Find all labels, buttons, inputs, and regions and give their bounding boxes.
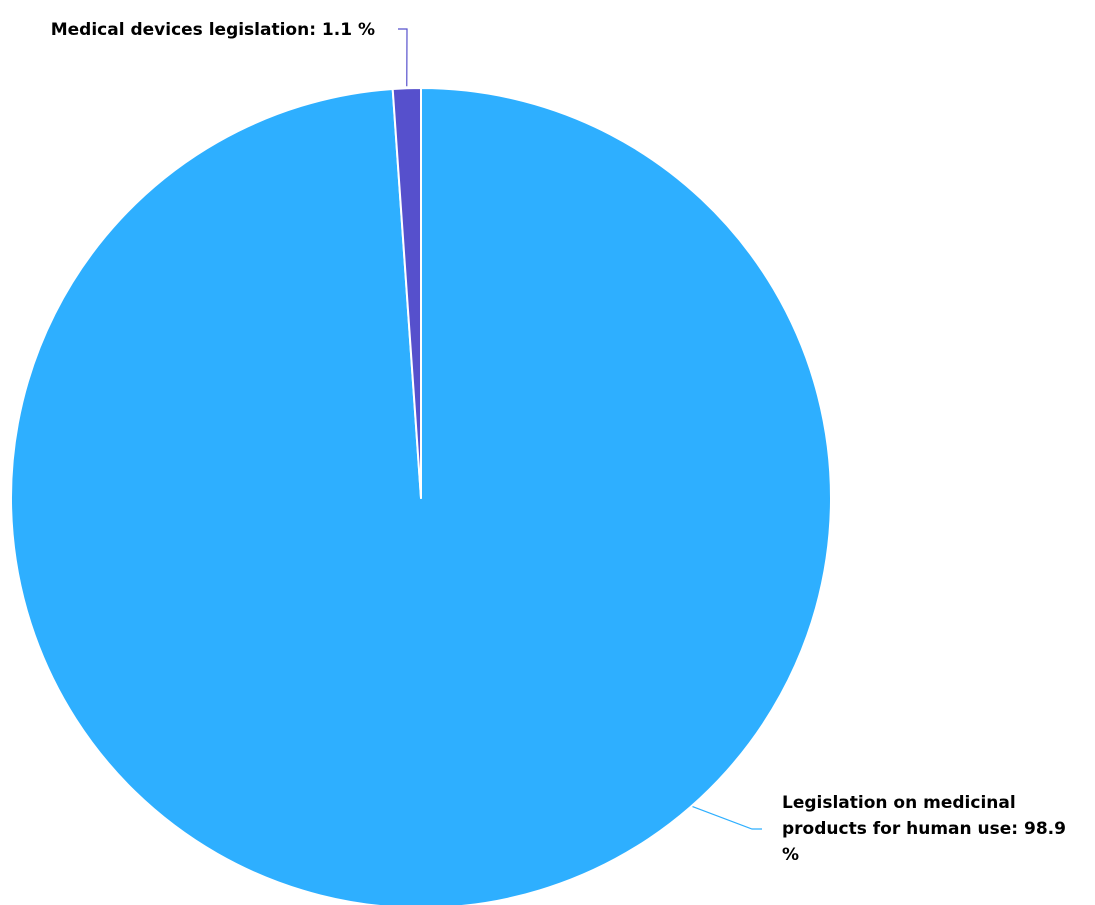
leader-line-medicinal-products [692,805,762,830]
data-label-medical-devices: Medical devices legislation: 1.1 % [51,20,375,40]
leader-line-medical-devices [398,28,408,87]
pie-slice-medical-devices [391,87,422,499]
label-leader-lines [398,28,762,830]
pie-slices [10,87,832,905]
data-label-medicinal-products: Legislation on medicinal products for hu… [782,793,1072,865]
